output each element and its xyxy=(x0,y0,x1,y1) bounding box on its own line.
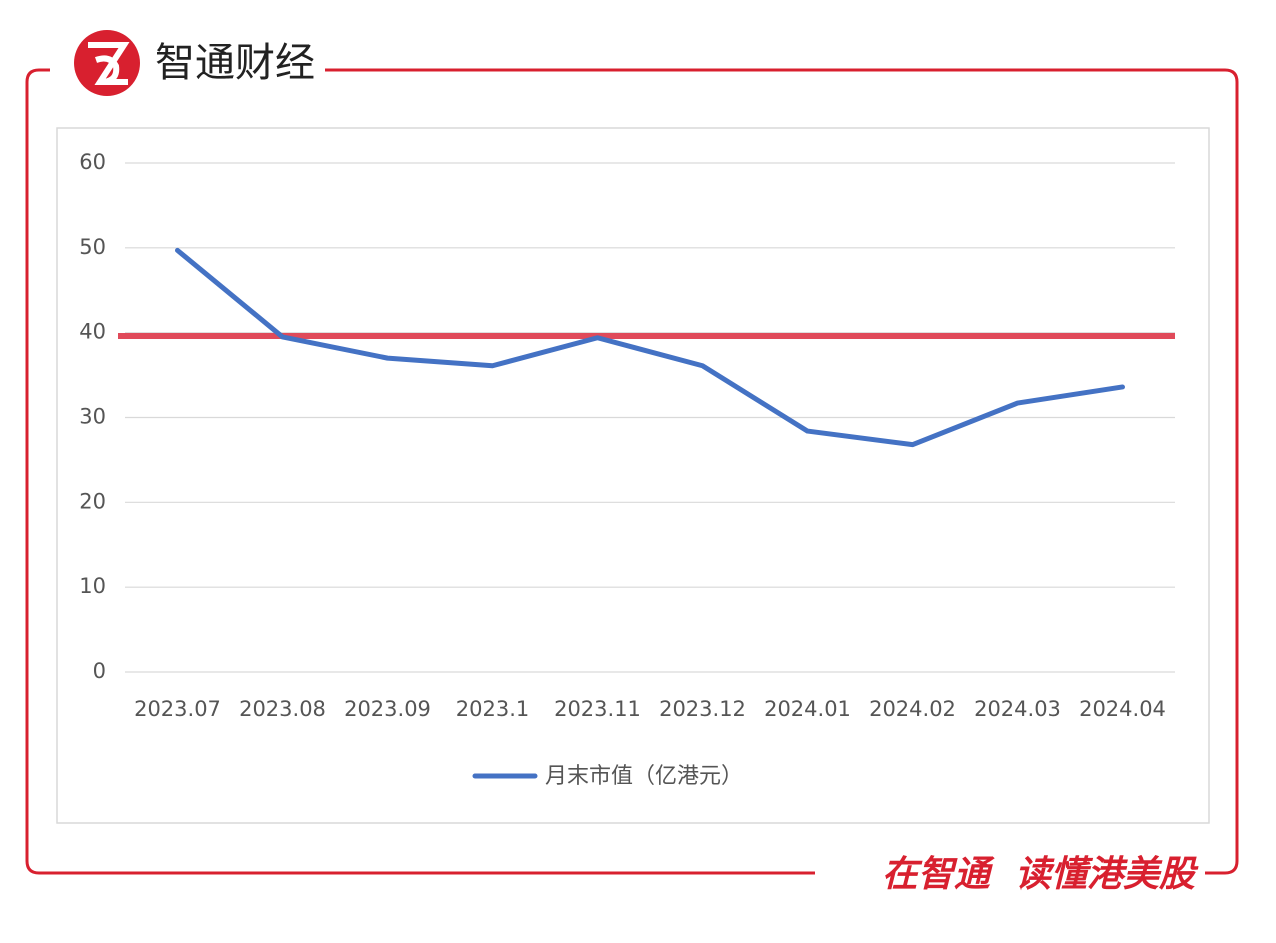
plot: 0 10 20 30 40 50 60 2023.07 2023.08 2023.09 2023.1… xyxy=(79,150,1175,789)
logo xyxy=(74,30,140,96)
y-tick-label: 40 xyxy=(79,320,106,344)
y-tick-label: 0 xyxy=(93,659,106,683)
y-tick-label: 10 xyxy=(79,574,106,598)
y-tick-label: 50 xyxy=(79,235,106,259)
chart-area xyxy=(56,127,1210,824)
x-tick-label: 2023.11 xyxy=(554,697,641,721)
slogan: 在智通 读懂港美股 xyxy=(882,854,1199,895)
x-tick-label: 2024.03 xyxy=(974,697,1061,721)
x-tick-label: 2023.12 xyxy=(659,697,746,721)
frame xyxy=(25,68,1239,875)
y-tick-label: 60 xyxy=(79,150,106,174)
x-tick-label: 2023.08 xyxy=(239,697,326,721)
x-tick-label: 2024.02 xyxy=(869,697,956,721)
data-line xyxy=(175,247,1125,448)
x-tick-label: 2024.01 xyxy=(764,697,851,721)
x-tick-label: 2023.09 xyxy=(344,697,431,721)
brand-name: 智通财经 xyxy=(155,40,315,86)
x-tick-label: 2023.07 xyxy=(134,697,221,721)
y-tick-label: 20 xyxy=(79,489,106,513)
x-tick-label: 2023.1 xyxy=(456,697,529,721)
legend-label: 月末市值（亿港元） xyxy=(545,764,743,789)
x-tick-label: 2024.04 xyxy=(1079,697,1166,721)
y-tick-label: 30 xyxy=(79,405,106,429)
logo-mark xyxy=(88,42,130,85)
